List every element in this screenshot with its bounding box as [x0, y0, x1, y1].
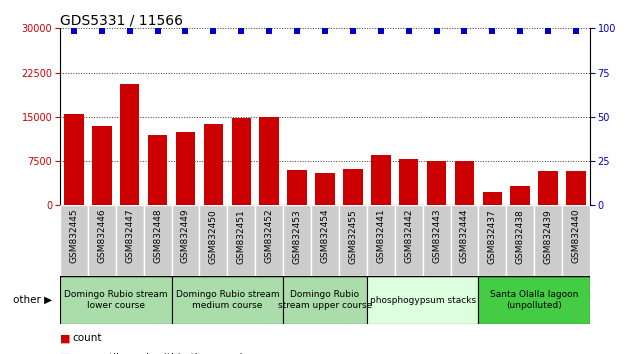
Text: other ▶: other ▶ [13, 295, 52, 305]
Text: GSM832450: GSM832450 [209, 209, 218, 264]
Text: GSM832449: GSM832449 [181, 209, 190, 263]
Bar [566, 171, 586, 205]
Text: count: count [73, 333, 102, 343]
Bar [204, 124, 223, 205]
Bar [316, 173, 334, 205]
Bar [367, 205, 395, 276]
Text: percentile rank within the sample: percentile rank within the sample [73, 353, 249, 354]
Bar [115, 205, 144, 276]
Bar [227, 205, 255, 276]
Point [97, 28, 107, 34]
Bar [232, 118, 251, 205]
Bar [120, 84, 139, 205]
Bar [427, 161, 446, 205]
Bar [148, 135, 167, 205]
Point [180, 28, 191, 34]
Point [432, 28, 442, 34]
Point [459, 28, 469, 34]
Text: GSM832446: GSM832446 [97, 209, 106, 263]
Text: GSM832437: GSM832437 [488, 209, 497, 264]
Text: GSM832445: GSM832445 [69, 209, 78, 263]
Point [208, 28, 218, 34]
Point [404, 28, 414, 34]
Bar [371, 155, 391, 205]
Bar [343, 169, 363, 205]
Text: GSM832441: GSM832441 [376, 209, 386, 263]
Text: GSM832442: GSM832442 [404, 209, 413, 263]
Bar [175, 132, 195, 205]
Point [348, 28, 358, 34]
Bar [399, 159, 418, 205]
Bar [483, 192, 502, 205]
Bar [259, 117, 279, 205]
Point [487, 28, 497, 34]
Bar [92, 126, 112, 205]
Bar [172, 276, 283, 324]
Point [292, 28, 302, 34]
Text: GSM832455: GSM832455 [348, 209, 357, 264]
Text: GSM832451: GSM832451 [237, 209, 245, 264]
Bar [506, 205, 534, 276]
Text: phosphogypsum stacks: phosphogypsum stacks [370, 296, 476, 304]
Text: GSM832454: GSM832454 [321, 209, 329, 263]
Text: GDS5331 / 11566: GDS5331 / 11566 [60, 13, 183, 27]
Bar [478, 205, 506, 276]
Text: ■: ■ [60, 353, 71, 354]
Bar [367, 276, 478, 324]
Point [543, 28, 553, 34]
Text: GSM832443: GSM832443 [432, 209, 441, 263]
Bar [88, 205, 115, 276]
Bar [538, 171, 558, 205]
Bar [451, 205, 478, 276]
Bar [60, 205, 88, 276]
Point [264, 28, 274, 34]
Bar [455, 161, 475, 205]
Text: GSM832439: GSM832439 [544, 209, 553, 264]
Bar [172, 205, 199, 276]
Bar [60, 276, 172, 324]
Bar [144, 205, 172, 276]
Bar [423, 205, 451, 276]
Point [515, 28, 525, 34]
Text: GSM832448: GSM832448 [153, 209, 162, 263]
Point [236, 28, 246, 34]
Text: Domingo Rubio stream
medium course: Domingo Rubio stream medium course [175, 290, 279, 310]
Text: Santa Olalla lagoon
(unpolluted): Santa Olalla lagoon (unpolluted) [490, 290, 579, 310]
Text: GSM832440: GSM832440 [572, 209, 581, 263]
Bar [395, 205, 423, 276]
Text: Domingo Rubio
stream upper course: Domingo Rubio stream upper course [278, 290, 372, 310]
Bar [534, 205, 562, 276]
Text: GSM832447: GSM832447 [125, 209, 134, 263]
Text: GSM832438: GSM832438 [516, 209, 525, 264]
Text: GSM832444: GSM832444 [460, 209, 469, 263]
Bar [283, 205, 311, 276]
Point [69, 28, 79, 34]
Bar [562, 205, 590, 276]
Text: ■: ■ [60, 333, 71, 343]
Text: Domingo Rubio stream
lower course: Domingo Rubio stream lower course [64, 290, 168, 310]
Point [375, 28, 386, 34]
Bar [339, 205, 367, 276]
Bar [311, 205, 339, 276]
Bar [510, 187, 530, 205]
Bar [478, 276, 590, 324]
Bar [64, 114, 84, 205]
Point [125, 28, 135, 34]
Point [571, 28, 581, 34]
Point [153, 28, 163, 34]
Bar [287, 170, 307, 205]
Bar [199, 205, 227, 276]
Text: GSM832452: GSM832452 [264, 209, 274, 263]
Text: GSM832453: GSM832453 [293, 209, 302, 264]
Point [320, 28, 330, 34]
Bar [255, 205, 283, 276]
Bar [283, 276, 367, 324]
